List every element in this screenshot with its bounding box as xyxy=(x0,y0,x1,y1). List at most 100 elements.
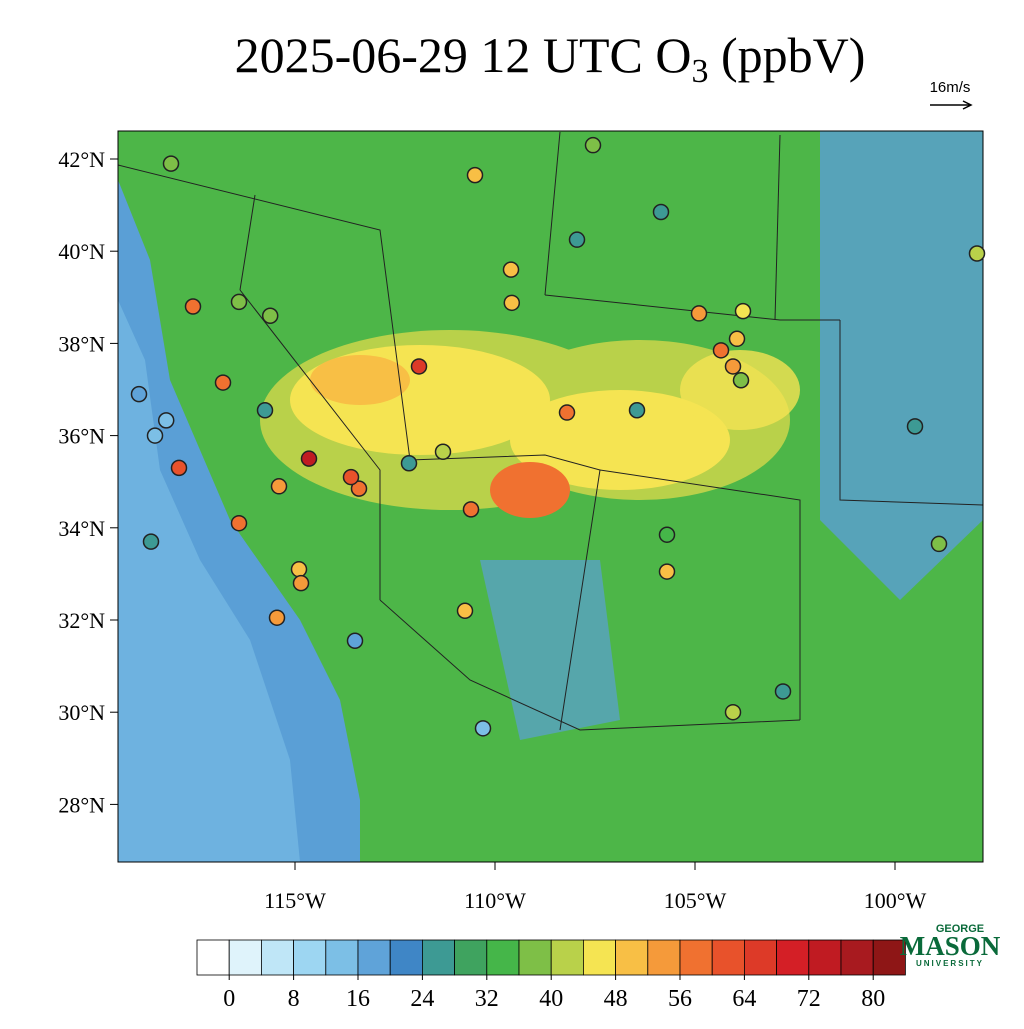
title-text: (ppbV) xyxy=(709,27,866,83)
lat-label: 32°N xyxy=(58,608,105,633)
colorbar-label: 48 xyxy=(604,986,628,1012)
reference-arrow-head xyxy=(962,100,973,110)
station xyxy=(968,245,986,262)
station xyxy=(728,330,746,348)
station xyxy=(734,302,752,320)
map-frame xyxy=(117,130,984,863)
logo: GEORGE MASON UNIVERSITY xyxy=(900,923,1001,968)
colorbar-label: 56 xyxy=(668,986,692,1012)
station xyxy=(724,358,742,375)
map-field xyxy=(118,131,983,862)
colorbar-box xyxy=(840,939,874,976)
station xyxy=(456,602,474,620)
station xyxy=(146,427,164,444)
station xyxy=(568,231,586,248)
station xyxy=(270,478,288,495)
title-text: 2025-06-29 12 UTC O xyxy=(235,27,692,83)
plains xyxy=(820,131,983,600)
station xyxy=(350,480,368,497)
lat-label: 40°N xyxy=(58,239,105,264)
lon-label: 115°W xyxy=(264,888,326,913)
station xyxy=(290,561,308,578)
station xyxy=(712,342,730,359)
lat-label: 36°N xyxy=(58,424,105,449)
station xyxy=(400,455,418,472)
station xyxy=(170,459,188,477)
station xyxy=(732,372,750,389)
lat-label: 34°N xyxy=(58,516,105,541)
lat-label: 42°N xyxy=(58,147,105,172)
station xyxy=(410,358,428,375)
colorbar-label: 0 xyxy=(223,986,235,1012)
colorbar-label: 72 xyxy=(797,986,821,1012)
borders xyxy=(118,131,983,731)
colorbar-label: 16 xyxy=(346,986,370,1012)
colorbar-box xyxy=(357,939,391,976)
lat-label: 30°N xyxy=(58,700,105,725)
logo-text: UNIVERSITY xyxy=(916,959,984,968)
colorbar-box xyxy=(615,939,649,976)
peak-region xyxy=(310,355,410,405)
station xyxy=(230,293,248,311)
colorbar-box xyxy=(421,939,455,976)
lon-label: 110°W xyxy=(464,888,526,913)
lat-label: 38°N xyxy=(58,331,105,356)
station xyxy=(584,136,602,154)
wind-reference: 16m/s xyxy=(930,79,971,96)
station xyxy=(502,261,520,278)
colorbar-label: 8 xyxy=(288,986,300,1012)
colorbar-box xyxy=(196,939,230,976)
station xyxy=(930,535,948,553)
station xyxy=(230,514,248,532)
stations xyxy=(130,136,986,737)
title: 2025-06-29 12 UTC O3 (ppbV) xyxy=(235,27,866,90)
station xyxy=(342,468,360,486)
colorbar-box xyxy=(550,939,584,976)
station xyxy=(162,155,180,172)
station xyxy=(774,683,792,700)
station xyxy=(130,385,148,403)
station xyxy=(658,563,676,580)
lon-label: 105°W xyxy=(664,888,727,913)
colorbar-box xyxy=(228,939,262,976)
logo-text: GEORGE xyxy=(936,923,984,935)
colorbar-box xyxy=(808,939,842,976)
station xyxy=(292,574,310,592)
colorbar-label: 80 xyxy=(861,986,885,1012)
colorbar-label: 40 xyxy=(539,986,563,1012)
colorbar-box xyxy=(711,939,745,976)
peak-region xyxy=(490,462,570,518)
colorbar-box xyxy=(647,939,681,976)
lon-label: 100°W xyxy=(864,888,927,913)
station xyxy=(268,609,286,626)
station xyxy=(256,401,274,419)
station xyxy=(658,526,676,543)
colorbar-box xyxy=(744,939,778,976)
colorbar-box xyxy=(583,939,617,976)
ocean-shallow xyxy=(118,300,300,862)
station xyxy=(157,412,175,429)
station xyxy=(652,203,670,221)
colorbar-box xyxy=(454,939,488,976)
colorbar-box xyxy=(518,939,552,976)
colorbar: 0 8 16 24 32 40 48 56 64 72 80 xyxy=(196,939,906,1012)
station xyxy=(261,307,279,324)
station xyxy=(346,632,364,649)
high-region xyxy=(680,350,800,430)
station xyxy=(300,450,318,467)
colorbar-box xyxy=(679,939,713,976)
station xyxy=(690,305,708,322)
colorbar-box xyxy=(293,939,327,976)
station xyxy=(724,703,742,721)
station xyxy=(906,418,924,435)
lat-label: 28°N xyxy=(58,792,105,817)
colorbar-box xyxy=(260,939,294,976)
axes: 42°N 40°N 38°N 36°N 34°N 32°N 30°N 28°N 115°W 110… xyxy=(58,147,926,913)
title-subscript: 3 xyxy=(692,53,709,90)
station xyxy=(142,533,160,550)
logo-text: MASON xyxy=(900,931,1001,961)
colorbar-box xyxy=(776,939,810,976)
station xyxy=(184,298,202,315)
station xyxy=(628,401,646,419)
